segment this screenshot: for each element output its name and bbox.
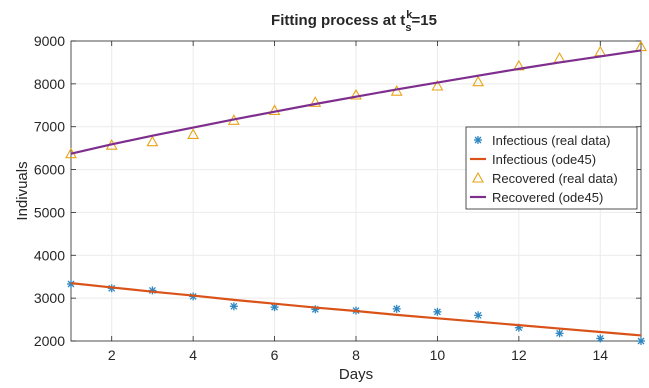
y-tick-label: 8000 [34,76,65,92]
series-1 [70,282,642,337]
series-line-1 [70,282,642,337]
data-point-2 [146,135,159,147]
data-point-2 [472,75,485,87]
y-tick-label: 2000 [34,333,65,349]
axis-ticks: 2 4 6 8 10 12 14 2000 3000 4000 5000 6000 7000 8000 90… [34,33,641,363]
y-tick-label: 4000 [34,247,65,263]
y-tick-label: 3000 [34,290,65,306]
data-point-0 [433,307,442,316]
legend-swatch-asterisk [474,136,482,144]
legend-label: Infectious (real data) [492,133,611,148]
legend-swatch-triangle [472,171,484,183]
data-point-2 [268,104,281,115]
x-tick-label: 8 [352,347,360,363]
data-point-0 [270,303,279,312]
data-point-2 [431,79,444,91]
data-point-0 [596,334,605,343]
y-tick-label: 7000 [34,119,65,135]
y-tick-label: 9000 [34,33,65,49]
legend: Infectious (real data) Infectious (ode45)… [465,126,638,210]
data-point-0 [474,311,483,320]
x-tick-label: 10 [430,347,446,363]
y-tick-label: 6000 [34,162,65,178]
data-point-0 [637,337,645,345]
legend-box [465,126,638,210]
y-axis-label: Indivuals [14,161,31,220]
x-tick-label: 12 [511,347,527,363]
data-point-2 [350,88,362,100]
title-suffix: =15 [411,12,436,29]
title-subscript: s [405,22,411,34]
x-tick-label: 14 [592,347,608,363]
data-point-0 [229,302,238,311]
title-superscript: k [406,9,413,21]
data-point-0 [555,329,564,338]
chart-title: Fitting process at tk s=15 [271,9,437,34]
title-main: Fitting process at t [271,12,405,29]
legend-label: Recovered (ode45) [492,190,603,205]
legend-label: Infectious (ode45) [492,152,596,167]
x-tick-label: 6 [271,347,279,363]
x-axis-label: Days [339,366,373,383]
y-tick-label: 5000 [34,204,65,220]
data-point-2 [309,96,322,107]
series-3 [70,49,642,155]
data-point-2 [187,128,200,139]
series-layer [65,40,647,345]
legend-label: Recovered (real data) [492,171,618,186]
x-tick-label: 2 [108,347,116,363]
x-tick-label: 4 [189,347,197,363]
data-point-0 [392,304,401,313]
series-line-3 [70,49,642,155]
